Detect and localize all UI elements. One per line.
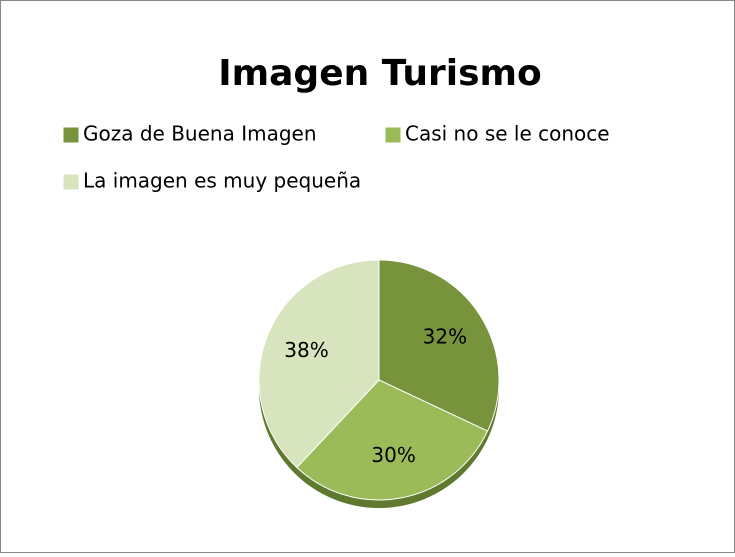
legend-swatch: [62, 126, 80, 144]
pie-slice: [296, 379, 489, 501]
data-label: 30%: [371, 443, 415, 467]
legend-label: Casi no se le conoce: [405, 122, 610, 146]
data-label: 32%: [423, 325, 467, 349]
data-label: 38%: [284, 338, 328, 362]
legend-label: Goza de Buena Imagen: [83, 122, 317, 146]
pie-slice: [258, 259, 380, 469]
pie-slice: [378, 259, 500, 432]
legend-swatch: [62, 173, 80, 191]
legend-swatch: [384, 126, 402, 144]
chart-title: Imagen Turismo: [218, 53, 542, 94]
legend-label: La imagen es muy pequeña: [83, 169, 361, 193]
